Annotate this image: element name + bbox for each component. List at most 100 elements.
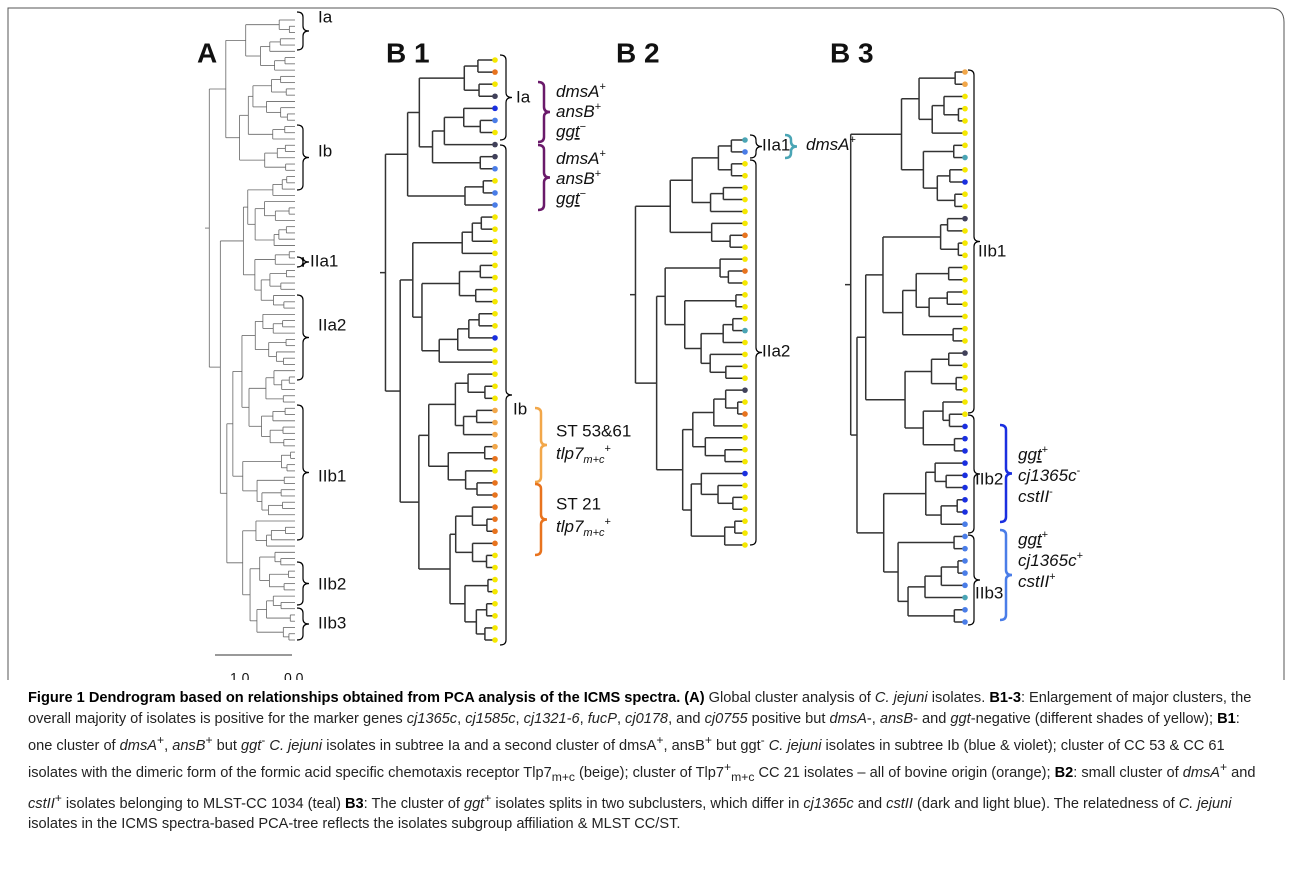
brace bbox=[999, 528, 1013, 622]
leaf-dot bbox=[492, 564, 498, 571]
gene: cstII bbox=[1018, 572, 1049, 591]
leaf-dot bbox=[492, 202, 498, 208]
leaf-dot bbox=[962, 509, 968, 515]
leaf-dot bbox=[492, 455, 498, 462]
cluster-label: Ib bbox=[318, 141, 332, 160]
st-label: ST 53&61 bbox=[556, 421, 631, 440]
cluster-label: IIa1 bbox=[762, 135, 790, 154]
sign: + bbox=[605, 443, 611, 455]
leaf-dot bbox=[492, 57, 498, 63]
marker: cj1365c+ bbox=[1018, 550, 1083, 571]
brace bbox=[296, 256, 310, 268]
leaf-dot bbox=[962, 301, 968, 308]
leaf-dot bbox=[742, 268, 748, 274]
leaf-dot bbox=[962, 240, 968, 246]
leaf-dot bbox=[962, 118, 968, 124]
cluster-label: IIb3 bbox=[318, 613, 346, 632]
caption-run: isolates in subtree Ia and a second clus… bbox=[322, 737, 657, 754]
sign: - bbox=[1077, 465, 1081, 477]
caption-run: m+c bbox=[551, 769, 575, 784]
gene: ggt bbox=[1018, 530, 1043, 549]
leaf-dot bbox=[962, 594, 968, 601]
sign: − bbox=[580, 188, 586, 200]
cluster-label: IIa2 bbox=[762, 341, 790, 360]
caption-run: cstII bbox=[28, 795, 55, 812]
sign: + bbox=[605, 516, 611, 528]
leaf-dot bbox=[492, 129, 498, 136]
sign: + bbox=[1077, 550, 1083, 562]
sign: + bbox=[599, 148, 605, 160]
leaf-dot bbox=[962, 558, 968, 564]
leaf-dot bbox=[492, 359, 498, 365]
gene: ggt bbox=[556, 122, 581, 141]
cluster-label: IIb1 bbox=[978, 241, 1006, 260]
leaf-dot bbox=[742, 184, 748, 191]
leaf-dot bbox=[962, 81, 968, 88]
marker: ggt+ bbox=[1018, 444, 1048, 465]
frame bbox=[7, 7, 1285, 680]
leaf-dot bbox=[492, 310, 498, 317]
cluster-label: Ia bbox=[516, 87, 531, 106]
gene: dmsA bbox=[556, 149, 599, 168]
brace bbox=[296, 561, 310, 606]
leaf-dot bbox=[962, 570, 968, 576]
leaf-dot bbox=[962, 606, 968, 613]
cluster-label: Ia bbox=[318, 7, 333, 26]
gene: ansB bbox=[556, 169, 595, 188]
leaf-dot bbox=[962, 338, 968, 344]
leaf-dot bbox=[962, 93, 968, 100]
cluster-label: IIa2 bbox=[318, 315, 346, 334]
caption-run: and bbox=[853, 795, 887, 812]
leaf-dot bbox=[492, 613, 498, 619]
leaf-dot bbox=[962, 203, 968, 210]
leaf-dot bbox=[742, 149, 748, 155]
gene: ggt bbox=[556, 189, 581, 208]
brace bbox=[967, 534, 981, 626]
brace bbox=[537, 80, 551, 144]
brace bbox=[296, 294, 310, 381]
leaf-dot bbox=[962, 142, 968, 149]
leaf-dot bbox=[742, 506, 748, 513]
leaf-dot bbox=[492, 226, 498, 232]
leaf-dot bbox=[742, 220, 748, 227]
leaf-dot bbox=[742, 399, 748, 405]
brace bbox=[749, 134, 763, 159]
panel-label: A bbox=[197, 37, 217, 68]
cluster-label: IIb2 bbox=[318, 574, 346, 593]
caption-run: ansB bbox=[172, 737, 206, 754]
cluster-label: IIa1 bbox=[310, 251, 338, 270]
caption-run: Global cluster analysis of bbox=[704, 690, 875, 706]
caption-run: ggt bbox=[240, 737, 262, 754]
caption-run: + bbox=[54, 790, 62, 805]
leaf-dot bbox=[492, 250, 498, 257]
caption-run: isolates. bbox=[927, 690, 990, 706]
sign: − bbox=[580, 121, 586, 133]
marker: ansB+ bbox=[556, 101, 601, 122]
trees bbox=[205, 11, 1013, 646]
leaf-dot bbox=[962, 276, 968, 283]
leaf-dot bbox=[742, 244, 748, 251]
leaf-dot bbox=[492, 323, 498, 329]
leaf-dot bbox=[962, 252, 968, 259]
leaf-dot bbox=[742, 280, 748, 286]
marker: ansB+ bbox=[556, 168, 601, 189]
sign: + bbox=[599, 81, 605, 93]
caption-run: (dark and light blue). The relatedness o… bbox=[912, 795, 1179, 812]
leaf-dot bbox=[962, 533, 968, 540]
leaf-dot bbox=[492, 214, 498, 220]
leaf-dot bbox=[962, 130, 968, 136]
cluster-label: IIb3 bbox=[975, 583, 1003, 602]
marker: ggt+ bbox=[1018, 529, 1048, 550]
gene: cstII bbox=[1018, 487, 1049, 506]
leaf-dot bbox=[492, 419, 498, 426]
caption-run: cstII bbox=[886, 795, 913, 812]
leaf-dot bbox=[742, 375, 748, 382]
caption-run: cj1321-6 bbox=[523, 711, 580, 727]
leaf-dot bbox=[742, 387, 748, 393]
leaf-dot bbox=[492, 81, 498, 87]
leaf-dot bbox=[962, 179, 968, 185]
caption-run: isolates splits in two subclusters, whic… bbox=[491, 795, 804, 812]
caption-run: B1-3 bbox=[989, 690, 1021, 706]
caption-run: ansB bbox=[879, 711, 914, 727]
leaf-dot bbox=[492, 552, 498, 559]
